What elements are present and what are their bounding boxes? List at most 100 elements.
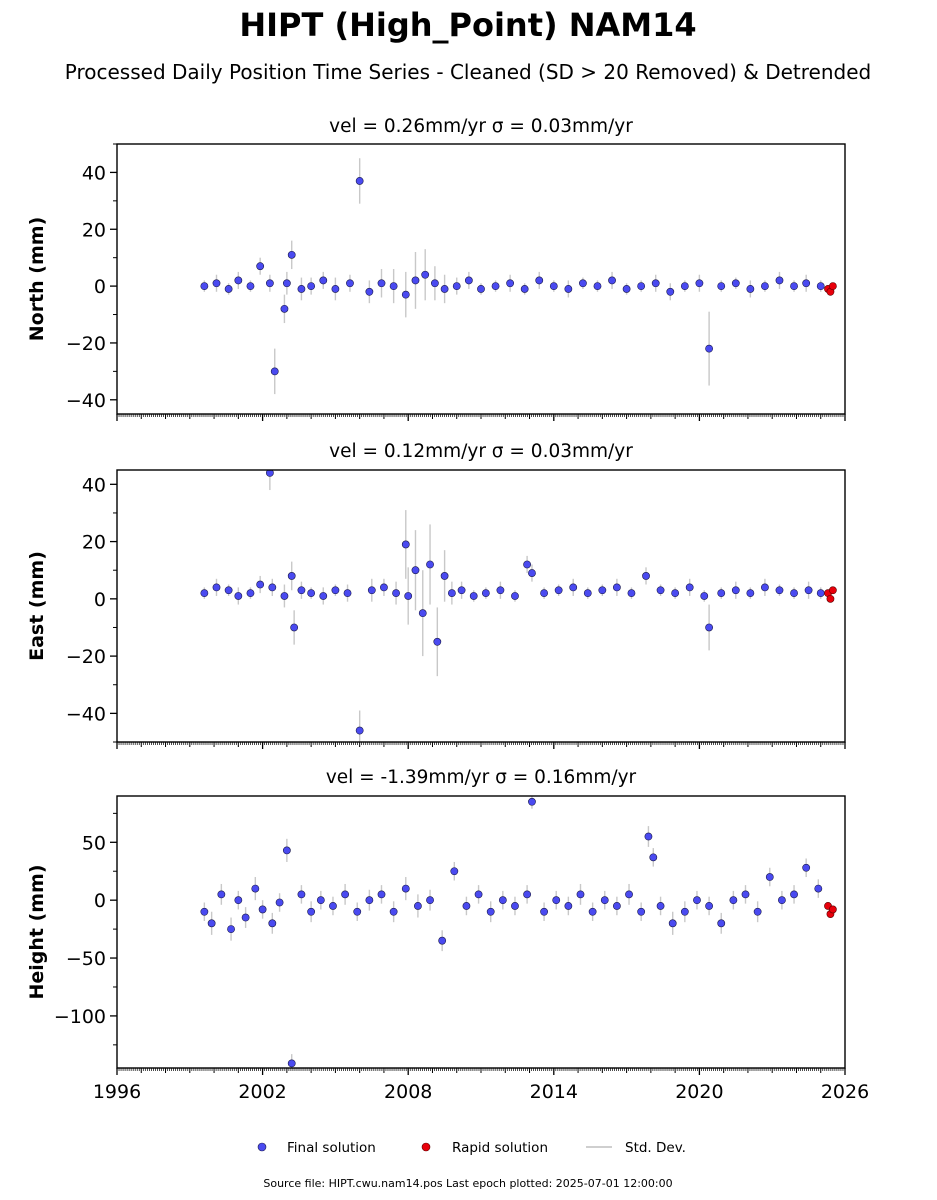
final-point bbox=[331, 586, 340, 595]
final-point bbox=[246, 282, 255, 291]
y-tick-label: 20 bbox=[82, 532, 106, 554]
final-point bbox=[426, 560, 434, 569]
panel-title: vel = -1.39mm/yr σ = 0.16mm/yr bbox=[326, 767, 637, 788]
final-point bbox=[414, 902, 422, 910]
final-point bbox=[804, 586, 813, 595]
final-point bbox=[307, 907, 316, 916]
final-point bbox=[319, 276, 328, 285]
y-tick-label: 0 bbox=[94, 276, 106, 298]
final-point bbox=[569, 583, 578, 592]
final-point bbox=[637, 282, 646, 291]
final-point bbox=[389, 282, 398, 291]
final-point bbox=[671, 589, 680, 598]
final-point bbox=[717, 919, 726, 928]
final-point bbox=[234, 896, 243, 905]
figure-subtitle: Processed Daily Position Time Series - C… bbox=[65, 60, 871, 84]
final-point bbox=[666, 287, 675, 296]
final-point bbox=[430, 279, 439, 288]
final-point bbox=[447, 589, 456, 598]
panel-title: vel = 0.12mm/yr σ = 0.03mm/yr bbox=[329, 441, 633, 462]
final-point bbox=[642, 572, 650, 580]
final-point bbox=[377, 279, 386, 288]
final-point bbox=[438, 936, 447, 945]
final-point bbox=[282, 279, 291, 288]
final-point bbox=[523, 890, 532, 899]
final-point bbox=[401, 540, 410, 549]
final-point bbox=[224, 285, 233, 293]
final-point bbox=[802, 279, 811, 288]
final-point bbox=[307, 589, 316, 598]
y-tick-label: 40 bbox=[82, 474, 106, 496]
y-tick-label: 20 bbox=[82, 219, 106, 241]
final-point bbox=[251, 884, 260, 893]
final-point bbox=[280, 304, 289, 313]
final-point bbox=[814, 884, 823, 893]
final-point bbox=[401, 884, 410, 893]
final-point bbox=[668, 919, 677, 928]
panel-title: vel = 0.26mm/yr σ = 0.03mm/yr bbox=[329, 116, 633, 137]
legend-final-marker bbox=[257, 1142, 267, 1152]
final-point bbox=[377, 890, 386, 899]
final-point bbox=[440, 572, 449, 580]
final-point bbox=[433, 637, 442, 646]
final-point bbox=[224, 586, 233, 595]
final-point bbox=[270, 367, 279, 376]
final-point bbox=[297, 890, 306, 899]
legend-rapid-marker bbox=[421, 1142, 431, 1152]
legend-final-label: Final solution bbox=[287, 1140, 376, 1156]
final-point bbox=[464, 276, 473, 285]
y-axis-label: North (mm) bbox=[26, 217, 48, 342]
final-point bbox=[331, 285, 340, 293]
final-point bbox=[520, 285, 529, 293]
final-point bbox=[329, 902, 337, 910]
final-point bbox=[680, 907, 689, 916]
panel-2: vel = 0.12mm/yr σ = 0.03mm/yr East (mm) 40… bbox=[26, 441, 846, 749]
panel-3: vel = -1.39mm/yr σ = 0.16mm/yr Height (mm… bbox=[26, 767, 869, 1103]
final-point bbox=[778, 896, 786, 905]
final-point bbox=[775, 586, 784, 595]
x-tick-label: 1996 bbox=[93, 1081, 141, 1103]
final-point bbox=[241, 913, 250, 922]
final-point bbox=[207, 919, 216, 928]
final-point bbox=[234, 276, 243, 285]
final-point bbox=[481, 589, 490, 598]
final-point bbox=[600, 896, 609, 905]
final-point bbox=[287, 572, 296, 580]
final-point bbox=[816, 589, 825, 598]
final-point bbox=[637, 907, 646, 916]
final-point bbox=[523, 560, 532, 569]
final-point bbox=[367, 586, 376, 595]
final-point bbox=[392, 589, 400, 598]
source-note: Source file: HIPT.cwu.nam14.pos Last epo… bbox=[263, 1177, 672, 1190]
final-point bbox=[275, 898, 284, 907]
y-tick-label: 0 bbox=[94, 589, 106, 611]
final-point bbox=[717, 589, 726, 598]
final-point bbox=[316, 896, 325, 905]
final-point bbox=[656, 902, 665, 910]
final-point bbox=[700, 592, 709, 600]
final-point bbox=[341, 890, 350, 899]
final-point bbox=[598, 586, 607, 595]
y-tick-label: 40 bbox=[82, 162, 106, 184]
final-point bbox=[790, 589, 798, 598]
final-point bbox=[746, 285, 755, 293]
final-point bbox=[280, 592, 289, 600]
final-point bbox=[511, 592, 519, 600]
final-point bbox=[693, 896, 701, 905]
final-point bbox=[625, 890, 633, 899]
panels: vel = 0.26mm/yr σ = 0.03mm/yr North (mm) 4… bbox=[26, 116, 869, 1103]
figure-title: HIPT (High_Point) NAM14 bbox=[239, 6, 696, 44]
final-point bbox=[651, 279, 660, 288]
rapid-point bbox=[826, 594, 835, 603]
final-point bbox=[753, 907, 762, 916]
final-point bbox=[685, 583, 694, 592]
final-point bbox=[486, 907, 495, 916]
final-point bbox=[227, 925, 235, 934]
final-point bbox=[234, 592, 243, 600]
final-point bbox=[816, 282, 825, 291]
final-point bbox=[307, 282, 316, 291]
final-point bbox=[452, 282, 461, 291]
y-tick-label: −20 bbox=[66, 646, 106, 668]
plot-marks bbox=[200, 796, 837, 1068]
final-point bbox=[346, 279, 354, 288]
